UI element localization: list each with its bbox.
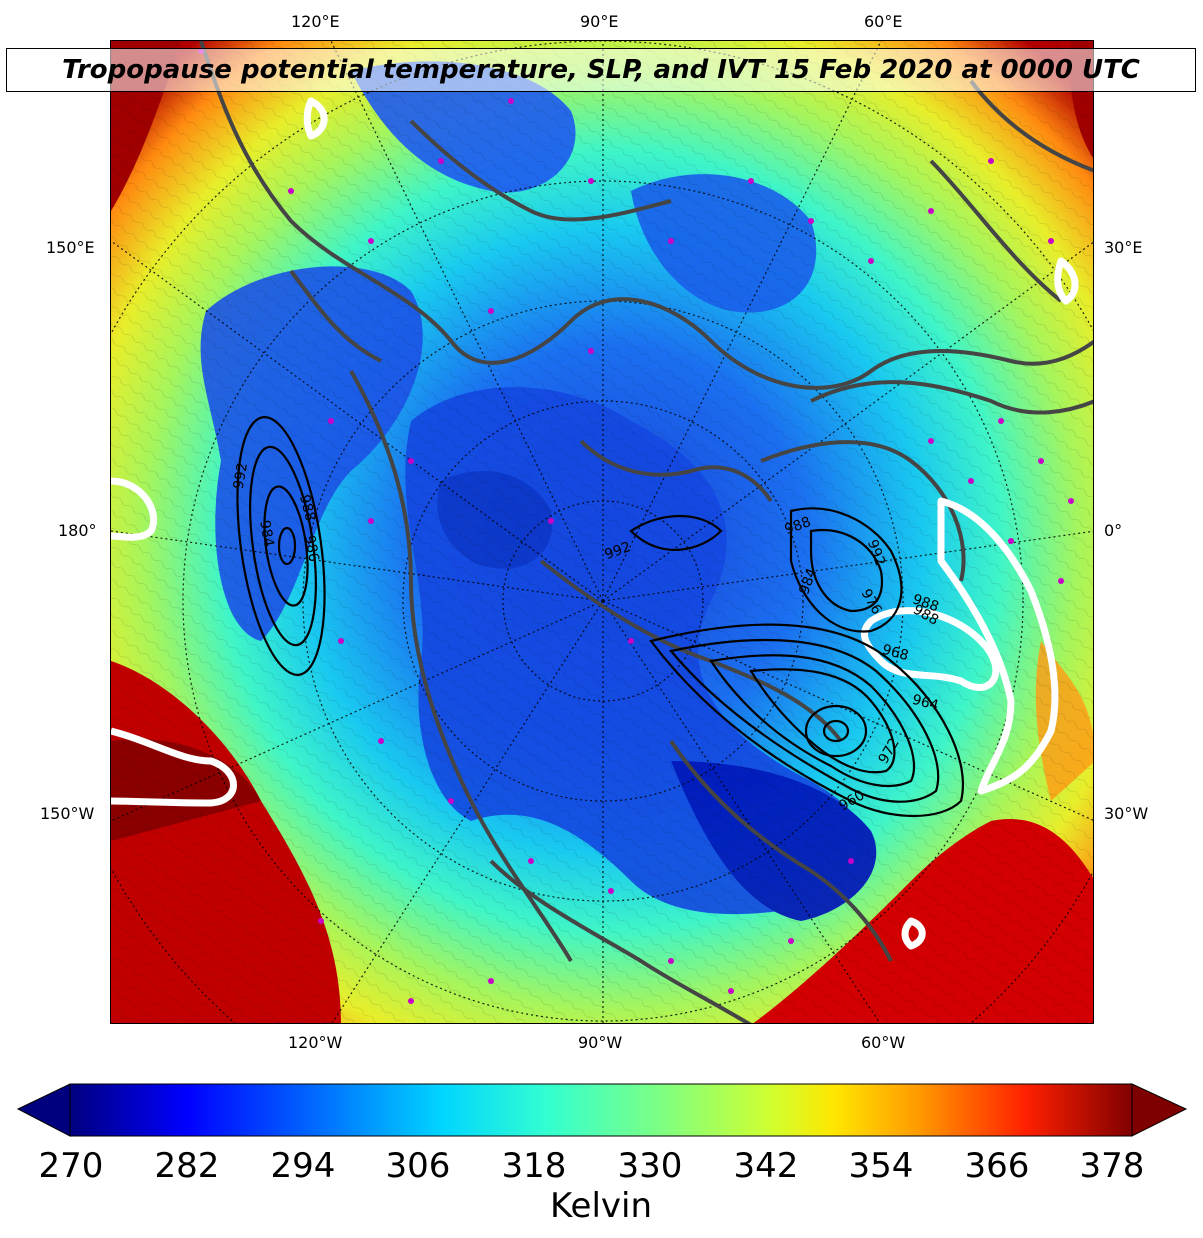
slp-label: 986 bbox=[301, 534, 321, 563]
lon-label-top: 90°E bbox=[580, 12, 619, 31]
colorbar-tick: 342 bbox=[733, 1146, 799, 1186]
colorbar-tick: 294 bbox=[270, 1146, 336, 1186]
colorbar bbox=[16, 1083, 1188, 1137]
slp-label: 968 bbox=[880, 642, 910, 664]
lon-label-top: 60°E bbox=[864, 12, 903, 31]
map-title: Tropopause potential temperature, SLP, a… bbox=[6, 48, 1196, 92]
colorbar-tick: 366 bbox=[964, 1146, 1030, 1186]
colorbar-tick: 354 bbox=[848, 1146, 914, 1186]
colorbar-high-extend bbox=[1131, 1083, 1188, 1137]
colorbar-low-extend bbox=[16, 1083, 71, 1137]
ivt-contours bbox=[111, 97, 1079, 950]
coastlines bbox=[199, 41, 1093, 1023]
colorbar-units: Kelvin bbox=[549, 1186, 653, 1226]
colorbar-tick: 318 bbox=[501, 1146, 567, 1186]
slp-label: 984 bbox=[256, 519, 276, 548]
lon-label-bottom: 90°W bbox=[578, 1033, 623, 1052]
lon-label-left: 150°W bbox=[40, 804, 95, 823]
lon-label-right: 0° bbox=[1104, 521, 1123, 540]
slp-label: 964 bbox=[910, 692, 940, 714]
map-canvas: 992 988 984 986 992 988 988 984 976 972 … bbox=[111, 41, 1093, 1023]
slp-contours bbox=[236, 416, 964, 818]
map-panel: 992 988 984 986 992 988 988 984 976 972 … bbox=[110, 40, 1094, 1024]
lon-label-left: 150°E bbox=[46, 238, 95, 257]
theta-contours bbox=[111, 41, 1093, 1023]
colorbar-body bbox=[69, 1083, 1133, 1137]
colorbar-tick: 330 bbox=[617, 1146, 683, 1186]
colorbar-tick: 282 bbox=[154, 1146, 220, 1186]
lon-label-right: 30°E bbox=[1104, 238, 1143, 257]
colorbar-tick: 270 bbox=[38, 1146, 104, 1186]
lon-label-left: 180° bbox=[58, 521, 97, 540]
lon-label-bottom: 60°W bbox=[861, 1033, 906, 1052]
colorbar-tick: 306 bbox=[385, 1146, 451, 1186]
colorbar-tick: 378 bbox=[1079, 1146, 1145, 1186]
lon-label-bottom: 120°W bbox=[288, 1033, 343, 1052]
slp-label: 988 bbox=[296, 493, 318, 523]
station-markers bbox=[198, 48, 1074, 1004]
graticule bbox=[111, 41, 1093, 1023]
slp-label: 992 bbox=[231, 461, 251, 490]
lon-label-top: 120°E bbox=[291, 12, 340, 31]
lon-label-right: 30°W bbox=[1104, 804, 1149, 823]
